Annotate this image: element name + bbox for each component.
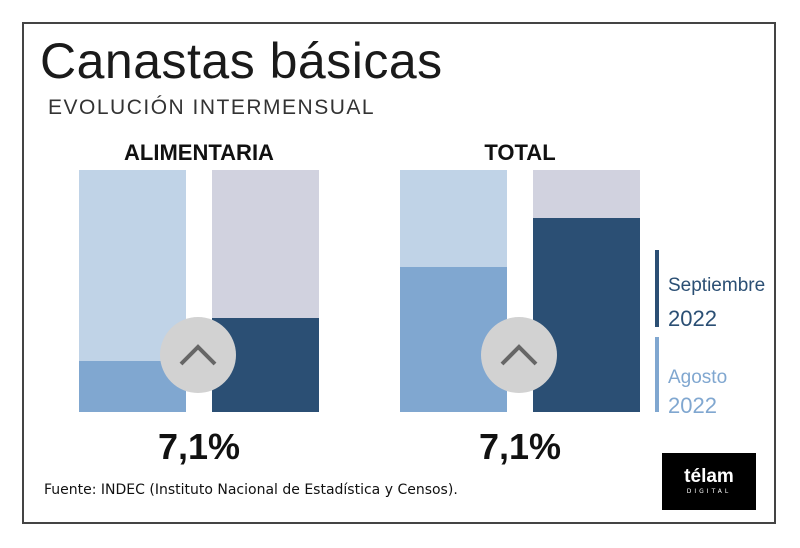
chevron-up-icon [160,317,236,393]
logo-sub: DIGITAL [686,488,732,495]
bar-agosto [400,170,507,412]
bar-fill-septiembre [533,218,640,412]
legend-month-agosto: Agosto [668,367,728,388]
telam-logo: télam DIGITAL [662,453,756,510]
source-note: Fuente: INDEC (Instituto Nacional de Est… [44,482,458,498]
legend-month-septiembre: Septiembre [668,275,766,296]
legend-swatch-septiembre [655,250,659,327]
chevron-up-icon [481,317,557,393]
percent-label: 7,1% [478,426,562,467]
group-title: TOTAL [484,140,556,165]
percent-label: 7,1% [157,426,241,467]
frame [22,22,776,524]
chart-title: Canastas básicas [40,33,443,89]
legend-swatch-agosto [655,337,659,412]
legend-year-septiembre: 2022 [668,306,717,331]
logo-name: télam [684,466,734,487]
chart-subtitle: EVOLUCIÓN INTERMENSUAL [48,96,376,119]
group-title: ALIMENTARIA [124,140,274,165]
bar-agosto [79,170,186,412]
legend-year-agosto: 2022 [668,393,717,418]
